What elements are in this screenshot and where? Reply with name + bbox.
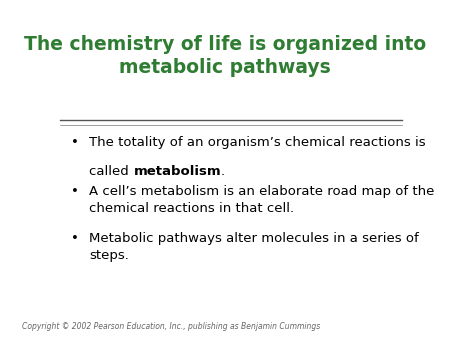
Text: Copyright © 2002 Pearson Education, Inc., publishing as Benjamin Cummings: Copyright © 2002 Pearson Education, Inc.… (22, 321, 321, 331)
Text: .: . (221, 166, 225, 178)
Text: The chemistry of life is organized into
metabolic pathways: The chemistry of life is organized into … (24, 35, 426, 77)
Text: Metabolic pathways alter molecules in a series of
steps.: Metabolic pathways alter molecules in a … (90, 232, 419, 262)
Text: metabolism: metabolism (133, 166, 221, 178)
Text: The totality of an organism’s chemical reactions is: The totality of an organism’s chemical r… (90, 136, 426, 149)
Text: •: • (72, 185, 79, 198)
Text: •: • (72, 136, 79, 149)
Text: •: • (72, 232, 79, 245)
Text: called: called (90, 166, 133, 178)
Text: A cell’s metabolism is an elaborate road map of the
chemical reactions in that c: A cell’s metabolism is an elaborate road… (90, 185, 435, 215)
